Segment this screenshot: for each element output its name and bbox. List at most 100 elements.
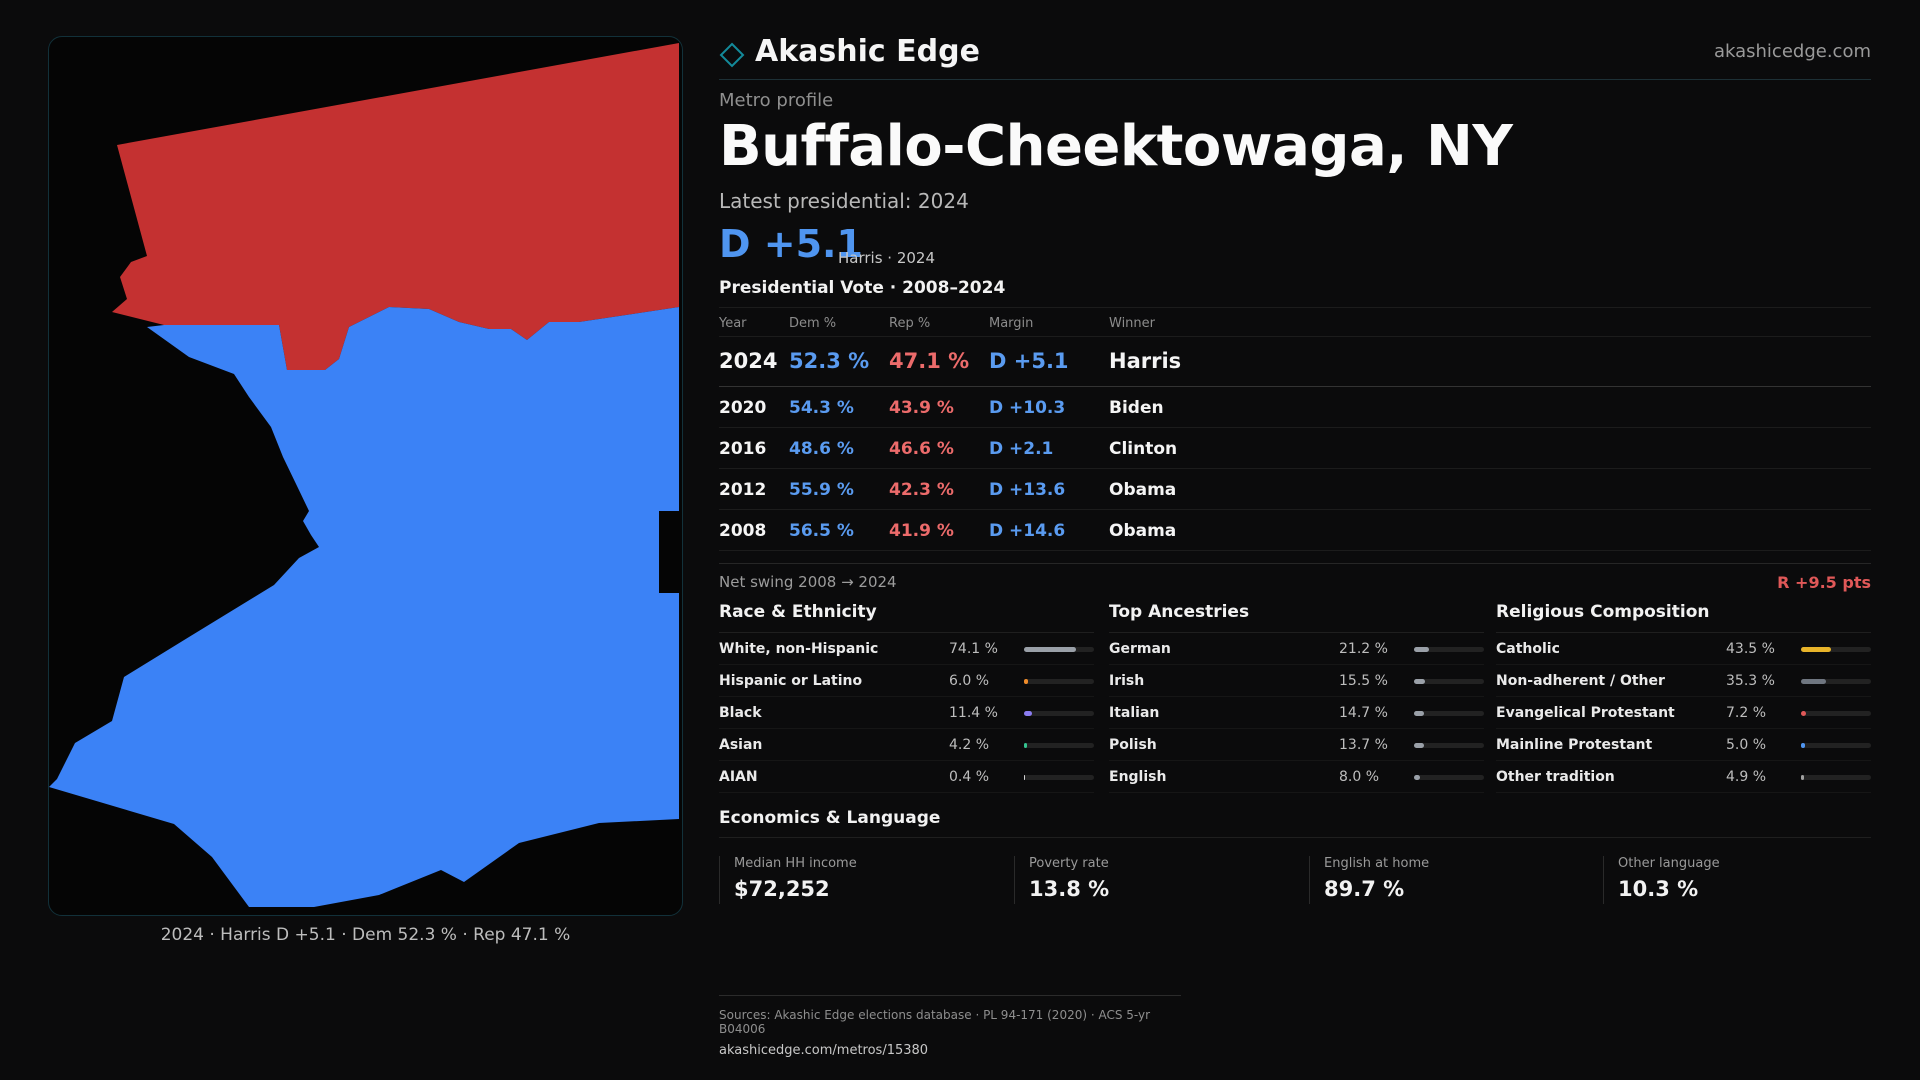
stat-bar-fill xyxy=(1414,647,1429,652)
stat-bar xyxy=(1414,775,1484,780)
stat-bar xyxy=(1414,743,1484,748)
cell-year: 2024 xyxy=(719,349,778,373)
religion-section: Religious Composition Catholic 43.5 % Non… xyxy=(1496,602,1871,793)
cell-rep: 42.3 % xyxy=(889,480,954,500)
cell-winner: Obama xyxy=(1109,521,1177,541)
stat-label: Non-adherent / Other xyxy=(1496,673,1665,689)
econ-value: 89.7 % xyxy=(1324,877,1405,901)
map-region-rep[interactable] xyxy=(112,43,679,370)
econ-label: Other language xyxy=(1618,856,1720,871)
stat-value: 74.1 % xyxy=(949,641,998,657)
stat-row: Hispanic or Latino 6.0 % xyxy=(719,665,1094,697)
cell-winner: Biden xyxy=(1109,398,1164,418)
cell-winner: Clinton xyxy=(1109,439,1178,459)
sources-footer: Sources: Akashic Edge elections database… xyxy=(719,995,1181,1058)
stat-label: Mainline Protestant xyxy=(1496,737,1653,753)
stat-bar-fill xyxy=(1414,679,1425,684)
stat-bar xyxy=(1414,679,1484,684)
eyebrow: Metro profile xyxy=(719,90,834,111)
stat-label: Black xyxy=(719,705,762,721)
econ-stat-poverty-rate: Poverty rate 13.8 % xyxy=(1014,856,1294,904)
map-caption: 2024 · Harris D +5.1 · Dem 52.3 % · Rep … xyxy=(160,925,571,945)
latest-margin-winner: Harris · 2024 xyxy=(838,249,936,267)
presidential-table-title: Presidential Vote · 2008–2024 xyxy=(719,278,1006,298)
ancestries-section: Top Ancestries German 21.2 % Irish 15.5 % … xyxy=(1109,602,1484,793)
column-header-dem: Dem % xyxy=(789,316,837,331)
diamond-outline-icon xyxy=(719,42,745,68)
metro-url-link[interactable]: akashicedge.com/metros/15380 xyxy=(719,1043,929,1058)
stat-row: Other tradition 4.9 % xyxy=(1496,761,1871,793)
county-map-panel xyxy=(48,36,683,916)
stat-row: Irish 15.5 % xyxy=(1109,665,1484,697)
stat-bar-fill xyxy=(1024,775,1026,780)
column-header-year: Year xyxy=(719,316,747,331)
brand-url-link[interactable]: akashicedge.com xyxy=(1713,41,1871,62)
cell-year: 2012 xyxy=(719,480,767,500)
stat-value: 14.7 % xyxy=(1339,705,1388,721)
section-title: Religious Composition xyxy=(1496,602,1871,633)
stat-value: 5.0 % xyxy=(1726,737,1767,753)
stat-bar-fill xyxy=(1414,711,1425,716)
econ-label: English at home xyxy=(1324,856,1430,871)
county-map xyxy=(49,43,679,907)
cell-rep: 41.9 % xyxy=(889,521,954,541)
cell-margin: D +5.1 xyxy=(989,349,1069,373)
stat-bar-fill xyxy=(1024,711,1032,716)
cell-dem: 55.9 % xyxy=(789,480,854,500)
econ-value: $72,252 xyxy=(734,877,830,901)
stat-label: Catholic xyxy=(1496,641,1560,657)
stat-bar xyxy=(1024,711,1094,716)
stat-value: 8.0 % xyxy=(1339,769,1380,785)
table-row: 2008 56.5 % 41.9 % D +14.6 Obama xyxy=(719,510,1871,551)
stat-bar-fill xyxy=(1801,647,1832,652)
stat-bar xyxy=(1801,775,1871,780)
stat-value: 15.5 % xyxy=(1339,673,1388,689)
stat-bar-fill xyxy=(1024,743,1027,748)
cell-margin: D +2.1 xyxy=(989,439,1054,459)
stat-bar xyxy=(1801,711,1871,716)
stat-label: Asian xyxy=(719,737,763,753)
stat-row: Catholic 43.5 % xyxy=(1496,633,1871,665)
stat-bar xyxy=(1414,711,1484,716)
stat-bar-fill xyxy=(1024,679,1029,684)
econ-stat-other-language: Other language 10.3 % xyxy=(1603,856,1883,904)
stat-row: Italian 14.7 % xyxy=(1109,697,1484,729)
column-header-margin: Margin xyxy=(989,316,1034,331)
table-row: 2016 48.6 % 46.6 % D +2.1 Clinton xyxy=(719,428,1871,469)
cell-year: 2008 xyxy=(719,521,767,541)
stat-value: 4.2 % xyxy=(949,737,990,753)
stat-bar-fill xyxy=(1801,711,1807,716)
brand-name[interactable]: Akashic Edge xyxy=(755,34,980,69)
economics-title: Economics & Language xyxy=(719,806,1871,838)
stat-bar-fill xyxy=(1414,743,1424,748)
net-swing-label: Net swing 2008 → 2024 xyxy=(719,573,897,591)
cell-dem: 52.3 % xyxy=(789,349,870,373)
column-header-rep: Rep % xyxy=(889,316,931,331)
stat-value: 35.3 % xyxy=(1726,673,1775,689)
stat-bar xyxy=(1024,647,1094,652)
stat-bar xyxy=(1024,679,1094,684)
cell-year: 2016 xyxy=(719,439,767,459)
econ-label: Poverty rate xyxy=(1029,856,1109,871)
stat-label: Hispanic or Latino xyxy=(719,673,863,689)
stat-bar-fill xyxy=(1801,775,1805,780)
map-region-dem[interactable] xyxy=(49,307,679,907)
stat-row: Black 11.4 % xyxy=(719,697,1094,729)
stat-row: Non-adherent / Other 35.3 % xyxy=(1496,665,1871,697)
table-row: 2020 54.3 % 43.9 % D +10.3 Biden xyxy=(719,387,1871,428)
stat-row: English 8.0 % xyxy=(1109,761,1484,793)
column-header-winner: Winner xyxy=(1109,316,1156,331)
stat-row: Evangelical Protestant 7.2 % xyxy=(1496,697,1871,729)
stat-bar-fill xyxy=(1801,743,1805,748)
stat-bar-fill xyxy=(1801,679,1826,684)
stat-row: AIAN 0.4 % xyxy=(719,761,1094,793)
econ-stat-english-home: English at home 89.7 % xyxy=(1309,856,1589,904)
sources-text: Sources: Akashic Edge elections database… xyxy=(719,1008,1151,1036)
stat-value: 21.2 % xyxy=(1339,641,1388,657)
stat-value: 11.4 % xyxy=(949,705,998,721)
stat-row: Mainline Protestant 5.0 % xyxy=(1496,729,1871,761)
stat-label: White, non-Hispanic xyxy=(719,641,879,657)
stat-label: German xyxy=(1109,641,1171,657)
stat-row: White, non-Hispanic 74.1 % xyxy=(719,633,1094,665)
stat-bar xyxy=(1024,775,1094,780)
